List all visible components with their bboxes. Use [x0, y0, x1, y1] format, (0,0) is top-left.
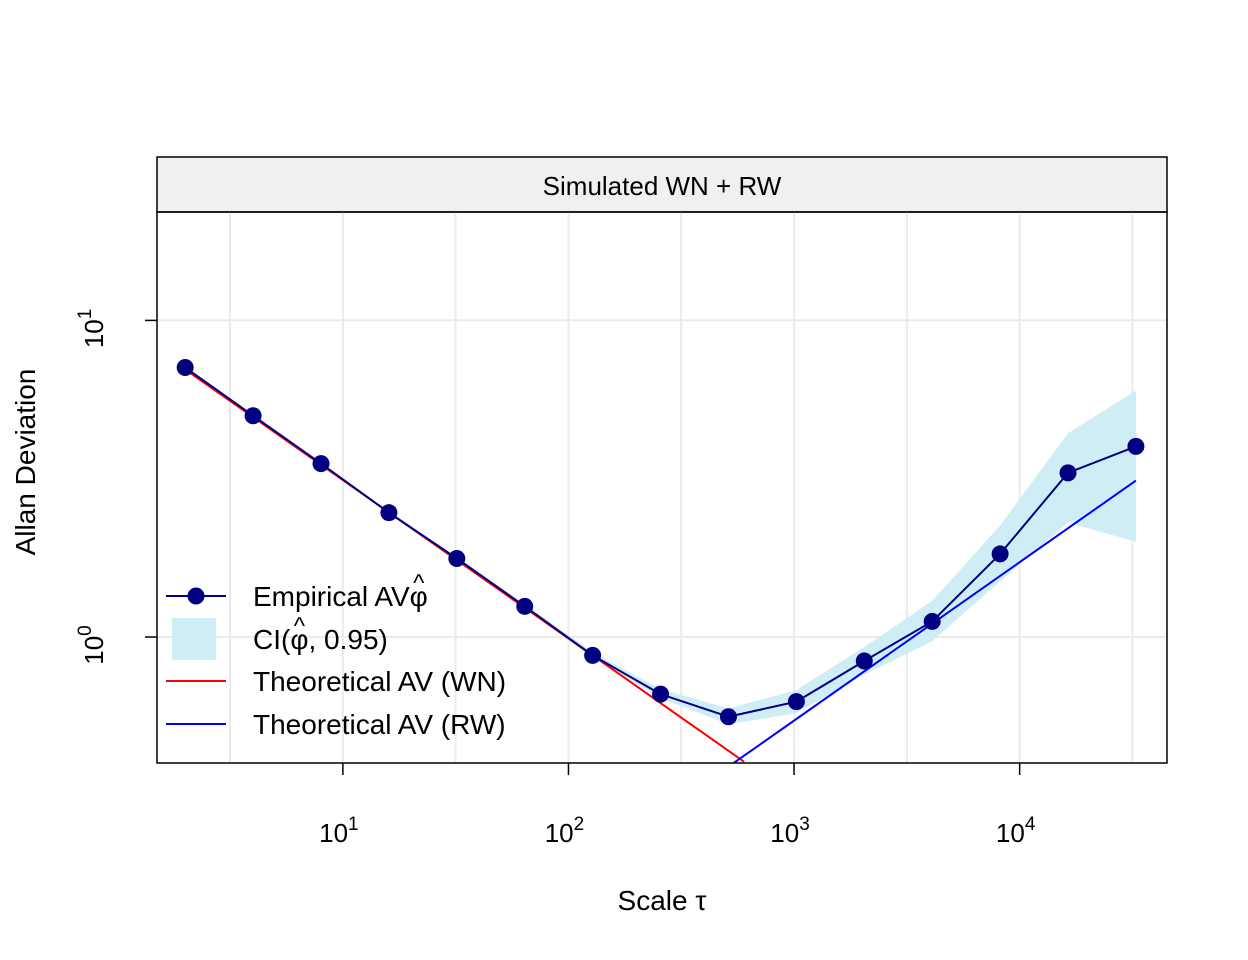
- legend-label-2: Theoretical AV (WN): [253, 666, 506, 697]
- legend-label-3: Theoretical AV (RW): [253, 709, 506, 740]
- empirical-point-11: [923, 612, 941, 630]
- legend-label-0: Empirical AVφ: [253, 581, 428, 612]
- empirical-point-10: [855, 652, 873, 670]
- x-axis: 101 102 103 104: [319, 763, 1036, 848]
- legend: Empirical AVφ^CI(φ, 0.95)^Theoretical AV…: [166, 570, 506, 740]
- empirical-point-2: [312, 455, 330, 473]
- y-tick-label-1: 101: [75, 309, 109, 349]
- legend-hat-accent-0: ^: [413, 570, 425, 597]
- empirical-layer: [176, 359, 1145, 726]
- x-axis-label: Scale τ: [618, 885, 707, 916]
- empirical-point-3: [380, 504, 398, 522]
- ci-band-layer: [185, 366, 1136, 725]
- legend-label-1: CI(φ, 0.95): [253, 624, 388, 655]
- legend-empirical-key-point: [187, 587, 205, 605]
- chart-title: Simulated WN + RW: [543, 171, 782, 201]
- plot-frame: [156, 211, 1168, 764]
- empirical-point-5: [516, 597, 534, 615]
- empirical-point-13: [1059, 464, 1077, 482]
- empirical-point-7: [652, 685, 670, 703]
- y-tick-label-0: 100: [75, 625, 109, 665]
- x-tick-label-1: 102: [545, 814, 585, 848]
- panel-strip: [156, 156, 1168, 213]
- empirical-point-14: [1127, 437, 1145, 455]
- theoretical-wn-line: [184, 368, 745, 763]
- empirical-point-8: [719, 708, 737, 726]
- empirical-point-9: [787, 693, 805, 711]
- ci-band: [185, 366, 1136, 725]
- legend-hat-accent-1: ^: [294, 613, 306, 640]
- empirical-point-1: [244, 407, 262, 425]
- empirical-point-6: [584, 646, 602, 664]
- empirical-point-4: [448, 550, 466, 568]
- empirical-point-12: [991, 545, 1009, 563]
- y-axis-label: Allan Deviation: [10, 369, 41, 556]
- empirical-point-0: [176, 359, 194, 377]
- x-tick-label-2: 103: [770, 814, 810, 848]
- legend-ci-key: [172, 618, 216, 660]
- x-tick-label-3: 104: [996, 814, 1036, 848]
- x-tick-label-0: 101: [319, 814, 359, 848]
- y-axis: 100 101: [75, 309, 157, 665]
